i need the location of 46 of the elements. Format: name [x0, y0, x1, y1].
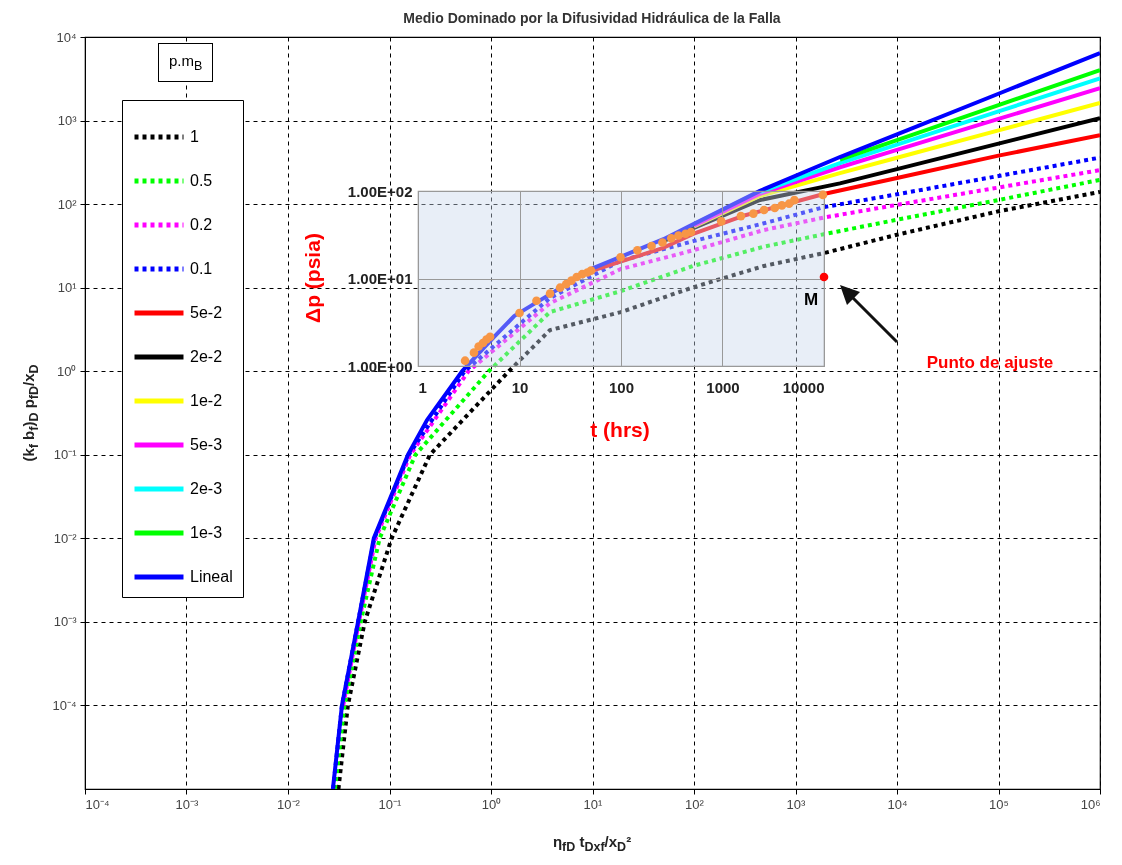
legend-label: 0.1	[190, 260, 213, 277]
x-tick-label: 10⁵	[989, 796, 1009, 812]
y-tick-label: 1.00E+02	[347, 182, 413, 200]
x-tick-label: 10¹	[583, 796, 604, 812]
x-tick-label: 10³	[786, 796, 807, 812]
y-tick-label: 10⁴	[56, 29, 77, 45]
x-tick-label: 10⁰	[481, 796, 502, 812]
x-tick-label: 1000	[706, 378, 740, 396]
legend-label: 1e-2	[190, 392, 223, 409]
y-tick-label: 10⁻¹	[53, 447, 78, 463]
legend-label: 5e-3	[190, 436, 223, 453]
x-tick-label: 100	[608, 378, 635, 396]
legend-label: 0.2	[190, 216, 213, 233]
y-tick-label: 1.00E+01	[347, 270, 413, 287]
legend-label: 1	[190, 128, 199, 145]
y-tick-label: 10⁻³	[53, 614, 78, 630]
legend-label: Lineal	[190, 568, 233, 585]
x-axis-title: η$_{fD}$ t$_{Dxf}$/x$_{D}$²	[552, 832, 632, 854]
annotation: M	[803, 290, 819, 310]
legend-label: 2e-2	[190, 348, 223, 365]
legend-label: 0.5	[190, 172, 213, 189]
x-tick-label: 10⁻¹	[378, 796, 403, 812]
chart-title: Medio Dominado por la Difusividad Hidráulica de la Falla	[403, 10, 781, 26]
y-tick-label: 10⁰	[57, 363, 77, 379]
x-tick-label: 10⁻³	[175, 796, 200, 812]
legend-label: 2e-3	[190, 480, 223, 497]
y-tick-label: 10⁻⁴	[52, 697, 77, 713]
x-tick-label: 10⁴	[887, 796, 908, 812]
y-tick-label: 1.00E+00	[347, 357, 413, 375]
y-tick-label: 10⁻²	[53, 530, 78, 546]
x-tick-label: 10⁻²	[277, 796, 301, 812]
legend-label: 1e-3	[190, 524, 223, 541]
annotation: Punto de ajuste	[926, 353, 1054, 373]
x-tick-label: 10000	[782, 378, 825, 396]
y-axis-title: Δp (psia)	[301, 233, 325, 323]
y-tick-label: 10¹	[57, 280, 78, 296]
x-tick-label: 10⁶	[1080, 796, 1101, 812]
y-tick-label: 10²	[57, 196, 78, 212]
x-tick-label: 10²	[685, 796, 705, 812]
legend-label: 5e-2	[190, 304, 223, 321]
x-tick-label: 1	[418, 378, 427, 396]
y-tick-label: 10³	[57, 113, 78, 129]
x-tick-label: 10	[511, 378, 529, 396]
x-axis-title: t (hrs)	[590, 418, 650, 442]
legend-title: p.m$_{B}$	[158, 43, 214, 82]
x-tick-label: 10⁻⁴	[85, 796, 110, 812]
